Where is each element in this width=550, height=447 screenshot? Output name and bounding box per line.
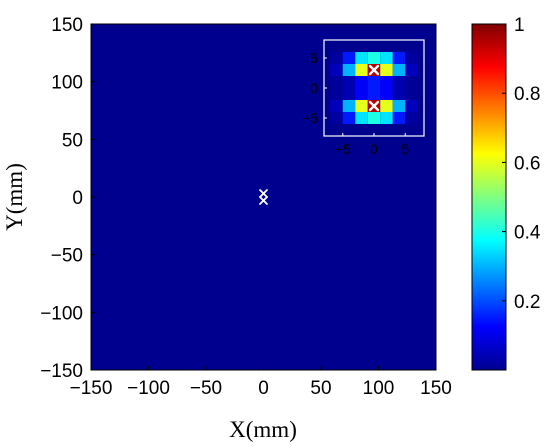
y-tick-label: −100 bbox=[40, 303, 83, 324]
y-tick-label: 0 bbox=[72, 188, 83, 209]
heatmap-cell bbox=[342, 112, 356, 124]
heatmap-cell bbox=[330, 64, 343, 76]
heatmap-cell bbox=[380, 88, 393, 100]
x-tick-label: −50 bbox=[190, 378, 222, 399]
heatmap-cell bbox=[367, 76, 381, 88]
inset-source-marker bbox=[368, 100, 380, 112]
y-tick-label: 150 bbox=[51, 15, 83, 36]
heatmap-cell bbox=[330, 76, 343, 88]
heatmap-cell bbox=[355, 52, 368, 64]
heatmap-cell bbox=[367, 88, 381, 100]
heatmap-cell bbox=[342, 88, 356, 100]
heatmap-cell bbox=[392, 52, 406, 64]
heatmap-cell bbox=[380, 100, 393, 112]
heatmap-cell bbox=[367, 52, 381, 64]
y-tick-label: −50 bbox=[51, 246, 83, 267]
y-tick-label: 50 bbox=[62, 130, 83, 151]
main-x-ticks: −150 −100 −50 0 50 100 150 bbox=[70, 366, 452, 399]
colorbar-tick-label: 0.2 bbox=[514, 292, 540, 313]
main-markers bbox=[259, 189, 268, 205]
inset-y-ticks: −5 0 5 bbox=[302, 50, 327, 126]
x-tick-label: 0 bbox=[258, 378, 269, 399]
heatmap-cell bbox=[392, 64, 406, 76]
inset-y-tick-label: 0 bbox=[310, 80, 318, 96]
heatmap-cell bbox=[392, 112, 406, 124]
heatmap-cell bbox=[342, 52, 356, 64]
heatmap-cell bbox=[342, 64, 356, 76]
heatmap-cell bbox=[380, 52, 393, 64]
heatmap-cell bbox=[330, 100, 343, 112]
heatmap-cell bbox=[355, 100, 368, 112]
heatmap-cell bbox=[342, 100, 356, 112]
heatmap-cell bbox=[355, 112, 368, 124]
inset-y-tick-label: −5 bbox=[302, 110, 318, 126]
heatmap-cell bbox=[330, 88, 343, 100]
inset-x-ticks: −5 0 5 bbox=[335, 133, 409, 157]
heatmap-cell bbox=[355, 76, 368, 88]
heatmap-cell bbox=[330, 112, 343, 124]
heatmap-cell bbox=[367, 112, 381, 124]
inset-x-tick-label: −5 bbox=[335, 141, 351, 157]
heatmap-cell bbox=[405, 88, 418, 100]
source-marker bbox=[259, 189, 268, 198]
y-tick-label: −150 bbox=[40, 361, 83, 382]
x-tick-label: −100 bbox=[127, 378, 170, 399]
colorbar-tick-label: 0.6 bbox=[514, 153, 540, 174]
inset-cells bbox=[330, 52, 418, 124]
colorbar-tick-label: 1 bbox=[514, 15, 525, 36]
heatmap-cell bbox=[392, 76, 406, 88]
heatmap-cell bbox=[330, 52, 343, 64]
main-y-ticks: −150 −100 −50 0 50 100 150 bbox=[40, 15, 95, 382]
heatmap-cell bbox=[392, 100, 406, 112]
heatmap-cell bbox=[392, 88, 406, 100]
y-tick-label: 100 bbox=[51, 73, 83, 94]
colorbar bbox=[471, 23, 507, 371]
x-axis-label: X(mm) bbox=[229, 417, 297, 442]
heatmap-cell bbox=[405, 64, 418, 76]
colorbar-ticks: 0.2 0.4 0.6 0.8 1 bbox=[502, 15, 541, 313]
heatmap-cell bbox=[405, 52, 418, 64]
colorbar-tick-label: 0.8 bbox=[514, 84, 540, 105]
heatmap-cell bbox=[342, 76, 356, 88]
heatmap-cell bbox=[405, 76, 418, 88]
x-tick-label: 100 bbox=[363, 378, 395, 399]
x-tick-label: −150 bbox=[70, 378, 113, 399]
heatmap-cell bbox=[355, 64, 368, 76]
x-tick-label: 50 bbox=[310, 378, 331, 399]
colorbar-tick-label: 0.4 bbox=[514, 223, 541, 244]
inset-y-tick-label: 5 bbox=[310, 50, 318, 66]
heatmap-cell bbox=[380, 76, 393, 88]
inset-source-marker bbox=[368, 64, 380, 76]
heatmap-cell bbox=[380, 64, 393, 76]
source-marker bbox=[259, 196, 268, 205]
heatmap-cell bbox=[380, 112, 393, 124]
inset-x-tick-label: 0 bbox=[370, 141, 378, 157]
y-axis-label: Y(mm) bbox=[2, 163, 27, 231]
heatmap-cell bbox=[405, 112, 418, 124]
heatmap-cell bbox=[405, 100, 418, 112]
heatmap-cell bbox=[355, 88, 368, 100]
inset-x-tick-label: 5 bbox=[401, 141, 409, 157]
x-tick-label: 150 bbox=[420, 378, 452, 399]
inset-plot: −5 0 5 −5 0 5 bbox=[302, 39, 425, 157]
inset-markers bbox=[368, 64, 380, 112]
